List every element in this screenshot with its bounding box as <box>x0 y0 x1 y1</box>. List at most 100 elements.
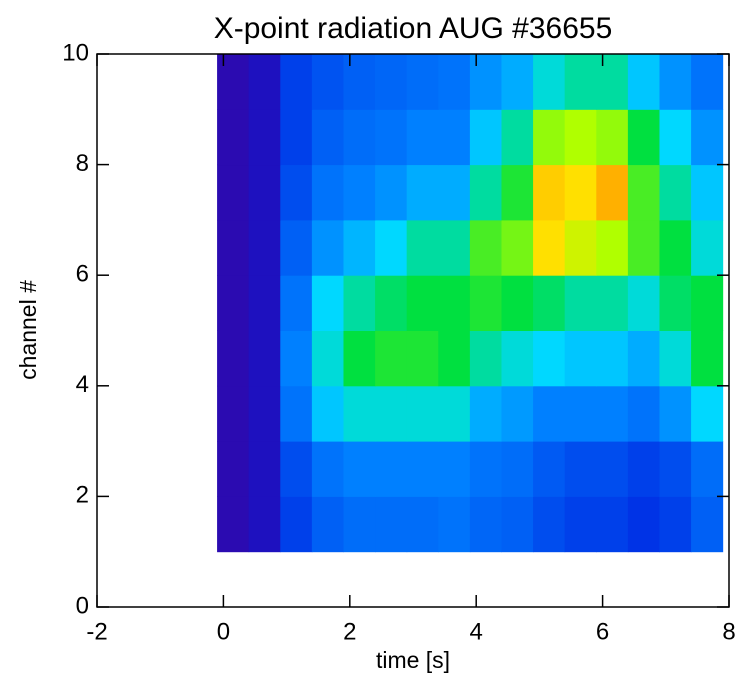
heatmap-cell <box>217 386 249 442</box>
heatmap-cell <box>628 220 660 276</box>
heatmap-cell <box>280 331 312 387</box>
heatmap-cell <box>501 386 533 442</box>
heatmap-cell <box>312 275 344 331</box>
heatmap-cell <box>628 441 660 497</box>
heatmap-cell <box>217 331 249 387</box>
heatmap-cell <box>470 496 502 552</box>
heatmap-cell <box>565 165 597 221</box>
heatmap-cell <box>343 386 375 442</box>
heatmap-cell <box>280 109 312 165</box>
heatmap-cell <box>596 220 628 276</box>
heatmap-cell <box>249 386 281 442</box>
heatmap-cell <box>596 275 628 331</box>
heatmap-cell <box>628 275 660 331</box>
heatmap-cell <box>312 54 344 110</box>
heatmap-cell <box>659 441 691 497</box>
y-axis-label: channel # <box>15 280 41 380</box>
heatmap-cell <box>280 165 312 221</box>
heatmap-cell <box>343 496 375 552</box>
heatmap-cell <box>659 109 691 165</box>
heatmap-cell <box>691 441 723 497</box>
x-tick-label: 0 <box>217 618 230 645</box>
heatmap-cell <box>312 386 344 442</box>
heatmap-cell <box>407 386 439 442</box>
x-tick-label: 8 <box>722 618 735 645</box>
heatmap-cell <box>249 441 281 497</box>
heatmap-cell <box>470 54 502 110</box>
heatmap-cell <box>659 220 691 276</box>
heatmap-cell <box>407 220 439 276</box>
heatmap-cell <box>596 109 628 165</box>
heatmap-cell <box>565 496 597 552</box>
heatmap-cell <box>312 220 344 276</box>
heatmap-cell <box>438 109 470 165</box>
heatmap-cell <box>501 54 533 110</box>
heatmap-cell <box>470 275 502 331</box>
heatmap-cell <box>533 54 565 110</box>
heatmap-cell <box>533 496 565 552</box>
heatmap-cell <box>217 54 249 110</box>
heatmap-cell <box>501 109 533 165</box>
heatmap-cell <box>659 165 691 221</box>
heatmap-cell <box>280 54 312 110</box>
heatmap-cell <box>249 109 281 165</box>
heatmap-cell <box>249 331 281 387</box>
heatmap-cell <box>249 496 281 552</box>
heatmap-cell <box>533 165 565 221</box>
heatmap-cell <box>691 165 723 221</box>
heatmap-cell <box>565 54 597 110</box>
heatmap-cell <box>280 386 312 442</box>
heatmap-cell <box>659 331 691 387</box>
heatmap-cell <box>596 496 628 552</box>
heatmap-cell <box>565 331 597 387</box>
x-tick-label: 6 <box>596 618 609 645</box>
heatmap-cell <box>628 165 660 221</box>
heatmap-cell <box>470 165 502 221</box>
heatmap-cell <box>565 220 597 276</box>
heatmap-cell <box>407 331 439 387</box>
heatmap-cell <box>565 386 597 442</box>
heatmap-cell <box>375 220 407 276</box>
heatmap-cell <box>470 441 502 497</box>
x-tick-label: 4 <box>470 618 483 645</box>
heatmap-cell <box>659 275 691 331</box>
heatmap-cell <box>438 496 470 552</box>
heatmap-cell <box>312 496 344 552</box>
heatmap-cell <box>407 441 439 497</box>
x-tick-label: -2 <box>86 618 107 645</box>
heatmap-cell <box>691 54 723 110</box>
heatmap-cell <box>565 109 597 165</box>
heatmap-cell <box>375 109 407 165</box>
heatmap-cell <box>249 54 281 110</box>
heatmap-cell <box>312 331 344 387</box>
x-tick-label: 2 <box>343 618 356 645</box>
heatmap-cell <box>628 386 660 442</box>
heatmap-cell <box>249 165 281 221</box>
heatmap-cell <box>343 220 375 276</box>
heatmap-cell <box>375 54 407 110</box>
heatmap-cell <box>343 441 375 497</box>
heatmap-cell <box>596 331 628 387</box>
heatmap-cell <box>501 331 533 387</box>
heatmap-cell <box>628 54 660 110</box>
y-tick-label: 4 <box>76 371 89 398</box>
heatmap-cell <box>343 331 375 387</box>
heatmap-cell <box>691 220 723 276</box>
heatmap-cell <box>375 275 407 331</box>
y-tick-label: 0 <box>76 592 89 619</box>
heatmap-cell <box>628 109 660 165</box>
heatmap-cell <box>375 165 407 221</box>
heatmap-cell <box>407 275 439 331</box>
y-tick-label: 6 <box>76 261 89 288</box>
heatmap-cell <box>691 275 723 331</box>
heatmap-cell <box>312 165 344 221</box>
heatmap-cell <box>343 275 375 331</box>
heatmap-cell <box>691 109 723 165</box>
heatmap-cell <box>470 220 502 276</box>
heatmap-cell <box>533 331 565 387</box>
heatmap-cell <box>280 496 312 552</box>
heatmap-cell <box>438 54 470 110</box>
heatmap-cell <box>659 54 691 110</box>
heatmap-cell <box>217 496 249 552</box>
